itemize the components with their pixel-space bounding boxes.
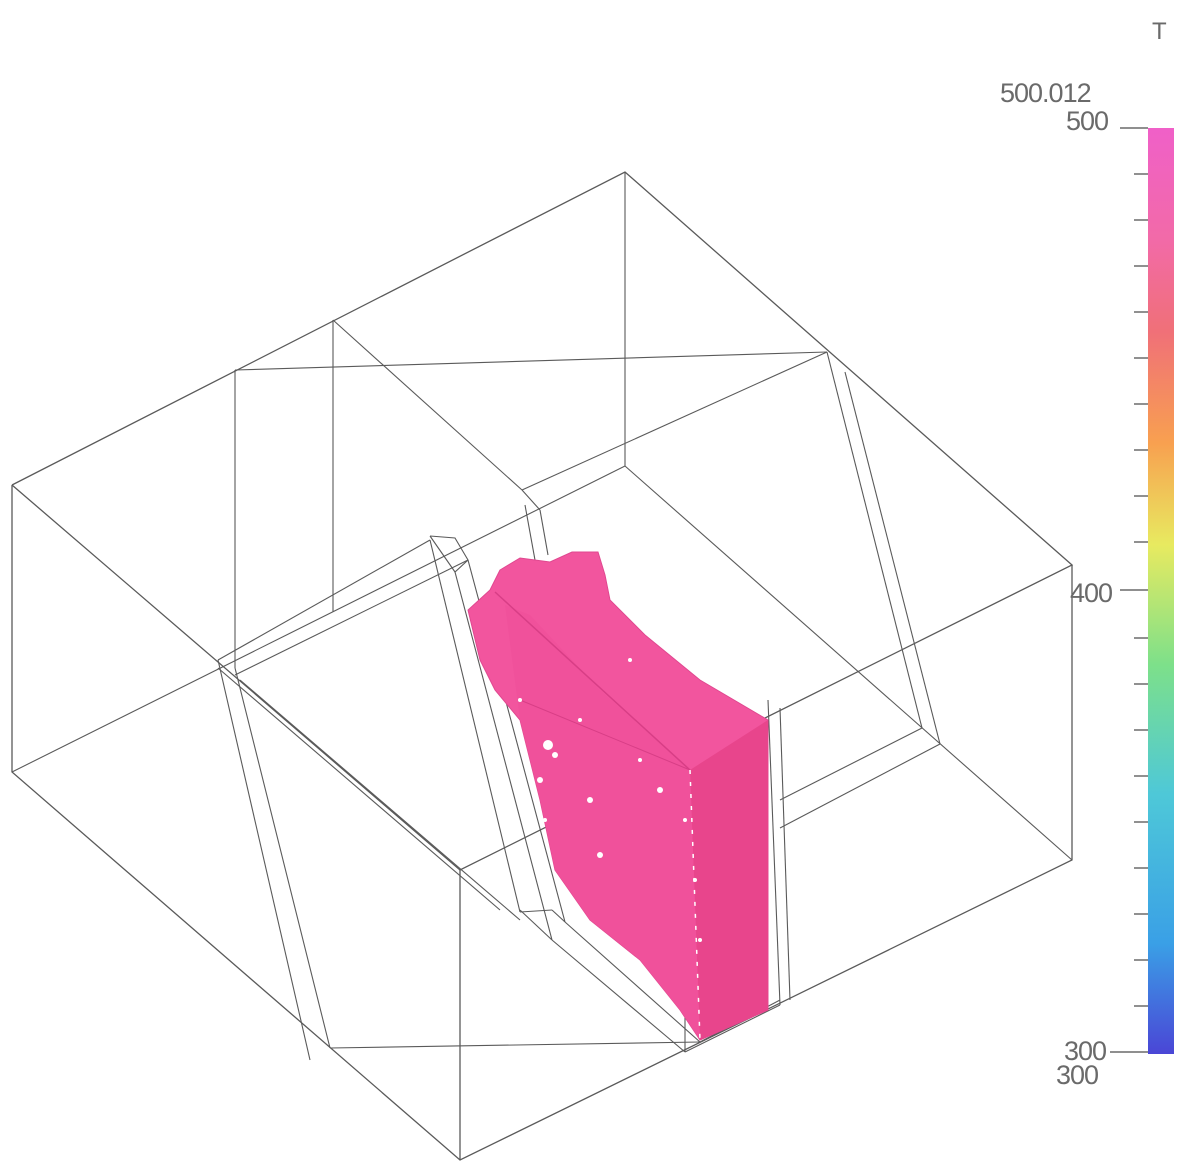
box-outline: [11, 171, 1074, 1161]
colorbar-max-value: 500.012: [1000, 78, 1092, 108]
colorbar-min-value: 300: [1056, 1060, 1099, 1090]
colorbar: [1110, 127, 1174, 1054]
colorbar-gradient: [1148, 128, 1174, 1054]
colorbar-tick-label-top: 500: [1066, 106, 1109, 136]
isosurface-volume[interactable]: [467, 551, 769, 1041]
colorbar-variable-label: T: [1152, 18, 1167, 45]
colorbar-tick-label-middle: 400: [1070, 578, 1113, 608]
colorbar-ticks: [1110, 127, 1148, 1053]
isosurface-gaps: [518, 658, 702, 942]
colorbar-tick-label-bottom: 300: [1064, 1036, 1107, 1066]
